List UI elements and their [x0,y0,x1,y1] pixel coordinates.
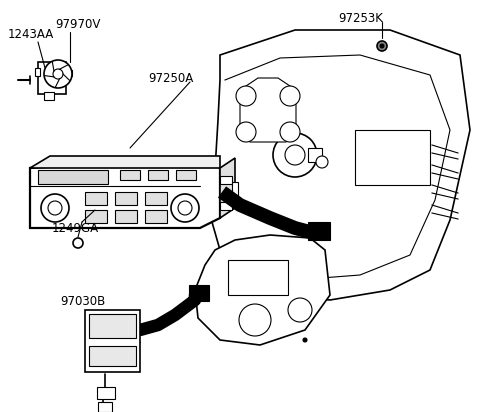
Circle shape [316,156,328,168]
Circle shape [41,194,69,222]
Circle shape [285,145,305,165]
Bar [355,130,430,185]
Polygon shape [240,78,296,142]
Bar [308,222,330,240]
Polygon shape [30,158,220,228]
Circle shape [178,201,192,215]
Bar [220,202,232,210]
Bar [97,387,115,399]
Circle shape [239,304,271,336]
Bar [189,285,209,301]
Text: 97253K: 97253K [338,12,383,25]
Circle shape [236,122,256,142]
Bar [89,346,136,366]
Text: 97030B: 97030B [60,295,105,308]
Text: 1243AA: 1243AA [8,28,54,41]
Polygon shape [220,158,235,218]
Circle shape [380,44,384,48]
Circle shape [377,41,387,51]
Circle shape [48,201,62,215]
Bar [35,68,40,76]
Bar [85,210,107,223]
Circle shape [53,69,63,79]
Circle shape [280,122,300,142]
Bar [176,170,196,180]
Bar [44,92,54,100]
Circle shape [73,238,83,248]
Bar [145,192,167,205]
Circle shape [44,60,72,88]
Circle shape [273,133,317,177]
Bar [38,62,66,94]
Bar [120,170,140,180]
Text: 97250A: 97250A [148,72,193,85]
Bar [308,148,322,162]
Bar [38,170,108,184]
Bar [115,192,137,205]
Circle shape [171,194,199,222]
Text: 1249GA: 1249GA [52,222,99,235]
Bar [98,402,112,412]
Text: 97970V: 97970V [55,18,100,31]
Bar [66,70,72,76]
Bar [220,176,232,184]
Polygon shape [30,156,220,168]
Bar [85,310,140,372]
Bar [89,314,136,338]
Bar [145,210,167,223]
Circle shape [303,338,307,342]
Bar [115,210,137,223]
Polygon shape [195,235,330,345]
Bar [232,182,238,198]
Circle shape [236,86,256,106]
Bar [85,192,107,205]
Circle shape [280,86,300,106]
Bar [228,260,288,295]
Polygon shape [210,30,470,300]
Bar [148,170,168,180]
Circle shape [288,298,312,322]
